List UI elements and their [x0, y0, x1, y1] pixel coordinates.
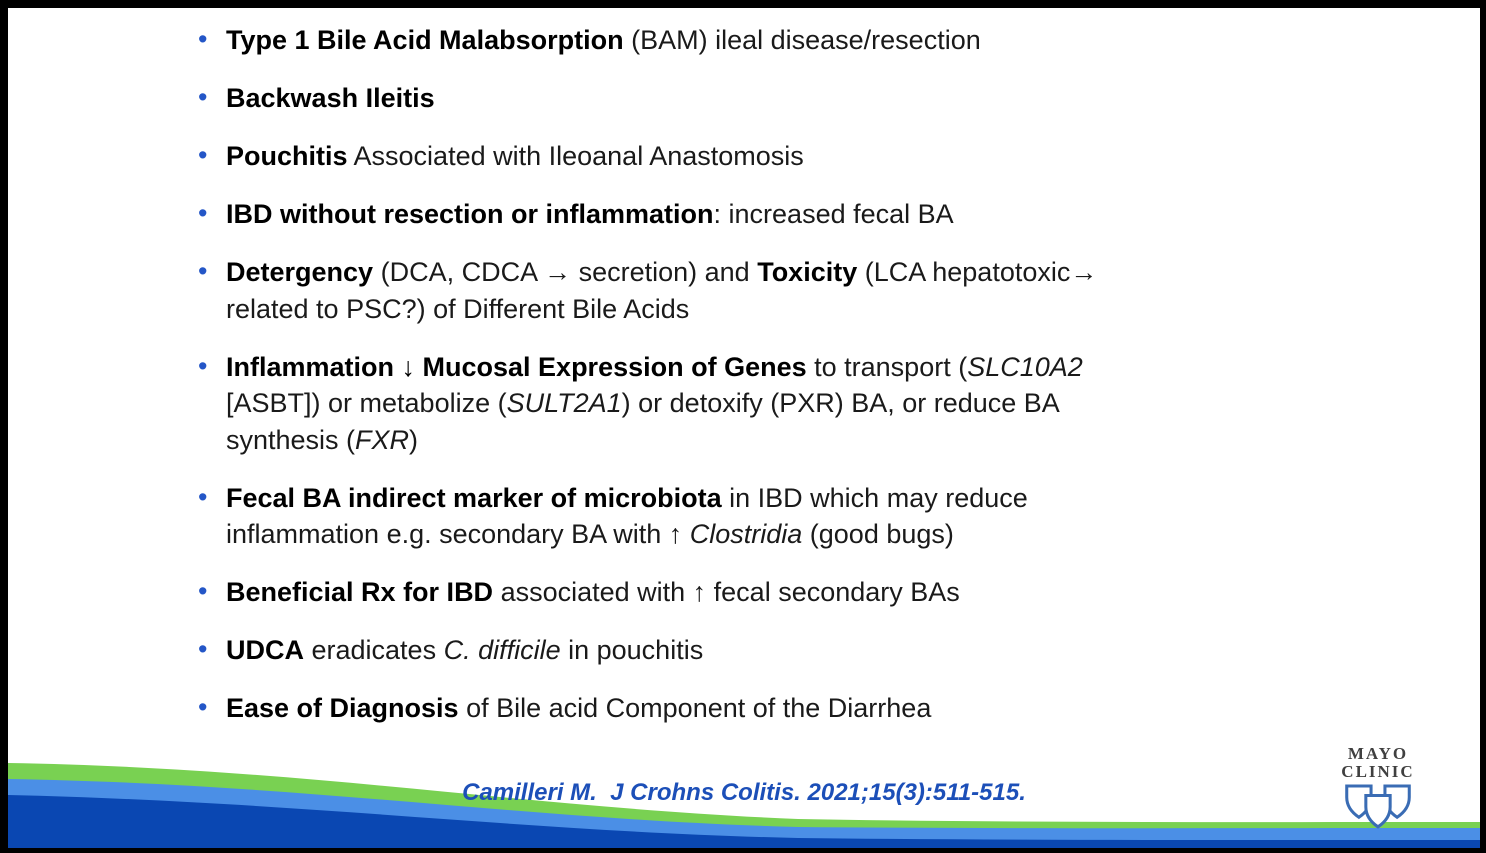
bullet-text-segment: Type 1 Bile Acid Malabsorption	[226, 25, 624, 55]
slide: Type 1 Bile Acid Malabsorption (BAM) ile…	[8, 8, 1480, 848]
bullet-text-segment: Detergency	[226, 257, 374, 287]
bullet-text-segment: IBD without resection or inflammation	[226, 199, 714, 229]
bullet-text-segment: eradicates	[304, 635, 444, 665]
bullet-text-segment: associated with ↑ fecal secondary BAs	[493, 577, 960, 607]
wave-dark-blue	[8, 795, 1480, 848]
bullet-text-segment: Clostridia	[689, 519, 803, 549]
bullet-text-segment: : increased fecal BA	[713, 199, 954, 229]
bullet-text-segment: (DCA, CDCA → secretion) and	[373, 257, 758, 287]
bullet-item: Backwash Ileitis	[196, 79, 1281, 117]
bullet-text-segment: SLC10A2	[967, 351, 1083, 382]
citation: Camilleri M. J Crohns Colitis. 2021;15(3…	[462, 779, 1026, 806]
bullet-text-segment: Beneficial Rx for IBD	[226, 577, 494, 607]
bullet-text-segment: UDCA	[226, 635, 304, 665]
bullet-item: IBD without resection or inflammation: i…	[196, 195, 1281, 233]
bullet-text-segment: FXR	[355, 424, 410, 455]
bullet-text-segment: )	[409, 424, 419, 455]
bullet-text-segment: of Bile acid Component of the Diarrhea	[458, 693, 932, 723]
mayo-clinic-logo: MAYO CLINIC	[1322, 745, 1434, 834]
bullet-item: Ease of Diagnosis of Bile acid Component…	[196, 689, 1281, 727]
bullet-text-segment: Pouchitis	[226, 141, 348, 171]
bullet-text-segment: Backwash Ileitis	[226, 83, 435, 113]
logo-text-mayo: MAYO	[1347, 744, 1409, 763]
bullet-text-segment: ) or detoxify (PXR) BA, or reduce BA	[621, 388, 1060, 418]
bullet-text-segment: Associated with Ileoanal Anastomosis	[347, 141, 804, 171]
bullet-item: Fecal BA indirect marker of microbiota i…	[196, 479, 1281, 553]
bullet-item: Beneficial Rx for IBD associated with ↑ …	[196, 573, 1281, 611]
bullet-item: Pouchitis Associated with Ileoanal Anast…	[196, 137, 1281, 175]
bullet-text-segment: Inflammation ↓ Mucosal Expression of Gen…	[226, 351, 807, 382]
bullet-text-segment: (good bugs)	[802, 519, 954, 549]
bullet-list: Type 1 Bile Acid Malabsorption (BAM) ile…	[196, 21, 1281, 748]
bullet-text-segment: Toxicity	[757, 257, 858, 287]
bullet-text-segment: (LCA hepatotoxic→	[857, 257, 1098, 287]
bullet-text-segment: to transport (	[806, 351, 968, 382]
bullet-text-segment: [ASBT]) or metabolize (	[226, 388, 507, 418]
mayo-shields-icon	[1345, 784, 1411, 829]
bullet-item: Type 1 Bile Acid Malabsorption (BAM) ile…	[196, 21, 1281, 59]
bullet-text-segment: inflammation e.g. secondary BA with ↑	[226, 519, 690, 549]
bullet-text-segment: C. difficile	[443, 635, 561, 665]
bullet-text-segment: SULT2A1	[506, 388, 622, 418]
bullet-item: Detergency (DCA, CDCA → secretion) and T…	[196, 253, 1281, 327]
bullet-text-segment: synthesis (	[226, 424, 356, 455]
bullet-text-segment: (BAM) ileal disease/resection	[623, 25, 981, 55]
footer-wave-graphic	[8, 763, 1480, 848]
bullet-text-segment: in pouchitis	[560, 635, 704, 665]
logo-text-clinic: CLINIC	[1341, 762, 1415, 781]
bullet-text-segment: in IBD which may reduce	[721, 482, 1028, 513]
bullet-item: UDCA eradicates C. difficile in pouchiti…	[196, 631, 1281, 669]
bullet-text-segment: related to PSC?) of Different Bile Acids	[226, 293, 690, 324]
bullet-text-segment: Ease of Diagnosis	[226, 693, 459, 723]
bullet-text-segment: Fecal BA indirect marker of microbiota	[226, 482, 722, 513]
bullet-item: Inflammation ↓ Mucosal Expression of Gen…	[196, 348, 1281, 459]
